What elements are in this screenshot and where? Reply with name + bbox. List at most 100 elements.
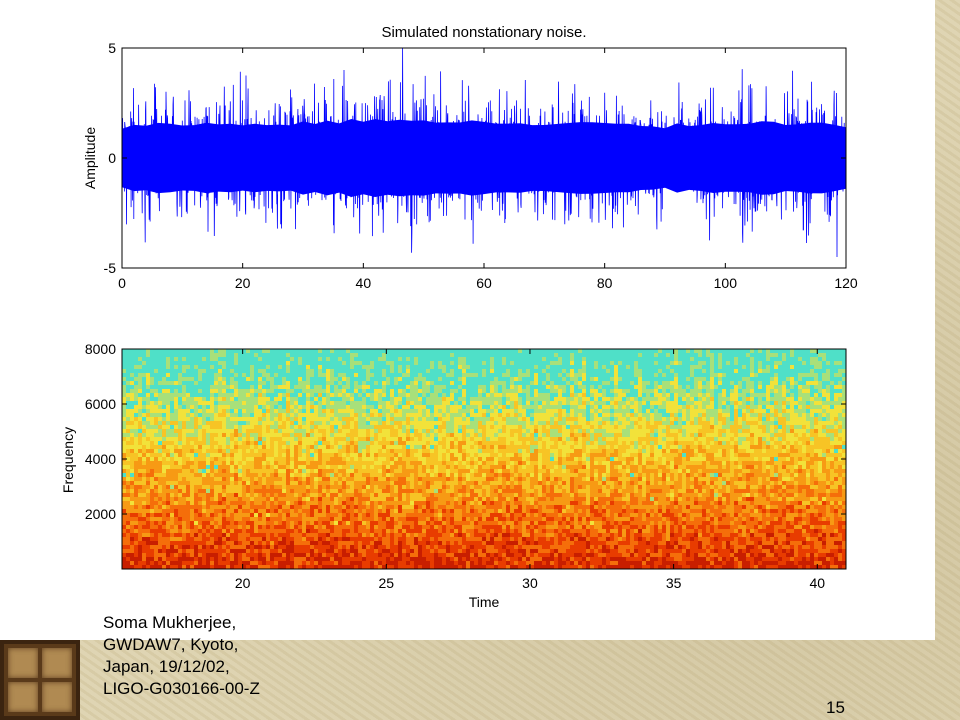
heatmap-cell <box>774 449 779 454</box>
heatmap-cell <box>806 377 811 382</box>
heatmap-cell <box>522 421 527 426</box>
heatmap-cell <box>618 409 623 414</box>
heatmap-cell <box>258 389 263 394</box>
heatmap-cell <box>670 445 675 450</box>
heatmap-cell <box>398 409 403 414</box>
heatmap-cell <box>698 385 703 390</box>
heatmap-cell <box>498 385 503 390</box>
heatmap-cell <box>730 409 735 414</box>
heatmap-cell <box>174 381 179 386</box>
heatmap-cell <box>638 441 643 446</box>
heatmap-cell <box>346 397 351 402</box>
heatmap-cell <box>502 385 507 390</box>
heatmap-cell <box>630 437 635 442</box>
heatmap-cell <box>378 425 383 430</box>
heatmap-cell <box>270 401 275 406</box>
heatmap-cell <box>694 445 699 450</box>
heatmap-cell <box>686 449 691 454</box>
heatmap-cell <box>814 361 819 366</box>
heatmap-cell <box>234 445 239 450</box>
heatmap-cell <box>242 413 247 418</box>
heatmap-cell <box>270 385 275 390</box>
heatmap-cell <box>626 417 631 422</box>
heatmap-cell <box>714 405 719 410</box>
heatmap-cell <box>490 409 495 414</box>
heatmap-cell <box>778 449 783 454</box>
heatmap-cell <box>618 421 623 426</box>
heatmap-cell <box>422 441 427 446</box>
heatmap-cell <box>390 457 395 462</box>
heatmap-cell <box>438 445 443 450</box>
heatmap-cell <box>382 389 387 394</box>
heatmap-cell <box>430 401 435 406</box>
heatmap-cell <box>322 389 327 394</box>
heatmap-cell <box>802 385 807 390</box>
heatmap-cell <box>458 373 463 378</box>
heatmap-cell <box>710 393 715 398</box>
heatmap-cell <box>466 445 471 450</box>
heatmap-cell <box>722 433 727 438</box>
heatmap-cell <box>838 389 843 394</box>
heatmap-cell <box>702 437 707 442</box>
heatmap-cell <box>638 373 643 378</box>
heatmap-cell <box>842 361 846 366</box>
heatmap-cell <box>218 433 223 438</box>
heatmap-cell <box>150 429 155 434</box>
heatmap-cell <box>498 453 503 458</box>
heatmap-cell <box>494 369 499 374</box>
heatmap-cell <box>646 369 651 374</box>
heatmap-cell <box>254 393 259 398</box>
heatmap-cell <box>190 393 195 398</box>
heatmap-cell <box>170 381 175 386</box>
heatmap-cell <box>138 393 143 398</box>
heatmap-cell <box>206 373 211 378</box>
heatmap-cell <box>442 393 447 398</box>
heatmap-cell <box>578 453 583 458</box>
heatmap-cell <box>586 441 591 446</box>
heatmap-cell <box>698 417 703 422</box>
heatmap-cell <box>510 433 515 438</box>
heatmap-cell <box>550 413 555 418</box>
heatmap-cell <box>666 357 671 362</box>
heatmap-cell <box>694 353 699 358</box>
heatmap-cell <box>674 373 679 378</box>
heatmap-cell <box>722 353 727 358</box>
heatmap-cell <box>786 417 791 422</box>
heatmap-cell <box>570 361 575 366</box>
heatmap-cell <box>174 373 179 378</box>
heatmap-cell <box>230 453 235 458</box>
heatmap-cell <box>306 413 311 418</box>
heatmap-cell <box>646 361 651 366</box>
heatmap-cell <box>682 421 687 426</box>
heatmap-cell <box>406 385 411 390</box>
heatmap-cell <box>518 433 523 438</box>
heatmap-cell <box>682 405 687 410</box>
heatmap-cell <box>566 349 571 354</box>
heatmap-cell <box>234 349 239 354</box>
heatmap-cell <box>494 349 499 354</box>
heatmap-cell <box>758 389 763 394</box>
heatmap-cell <box>198 365 203 370</box>
heatmap-cell <box>578 413 583 418</box>
heatmap-cell <box>454 433 459 438</box>
heatmap-cell <box>790 445 795 450</box>
heatmap-cell <box>758 361 763 366</box>
heatmap-cell <box>734 425 739 430</box>
heatmap-cell <box>762 369 767 374</box>
heatmap-cell <box>246 429 251 434</box>
heatmap-cell <box>638 453 643 458</box>
heatmap-cell <box>454 389 459 394</box>
heatmap-cell <box>590 449 595 454</box>
heatmap-cell <box>570 437 575 442</box>
heatmap-cell <box>566 421 571 426</box>
heatmap-cell <box>462 353 467 358</box>
heatmap-cell <box>230 445 235 450</box>
heatmap-cell <box>834 421 839 426</box>
heatmap-cell <box>374 417 379 422</box>
heatmap-cell <box>546 349 551 354</box>
heatmap-cell <box>806 349 811 354</box>
heatmap-cell <box>574 369 579 374</box>
heatmap-cell <box>242 389 247 394</box>
heatmap-cell <box>242 373 247 378</box>
heatmap-cell <box>226 357 231 362</box>
